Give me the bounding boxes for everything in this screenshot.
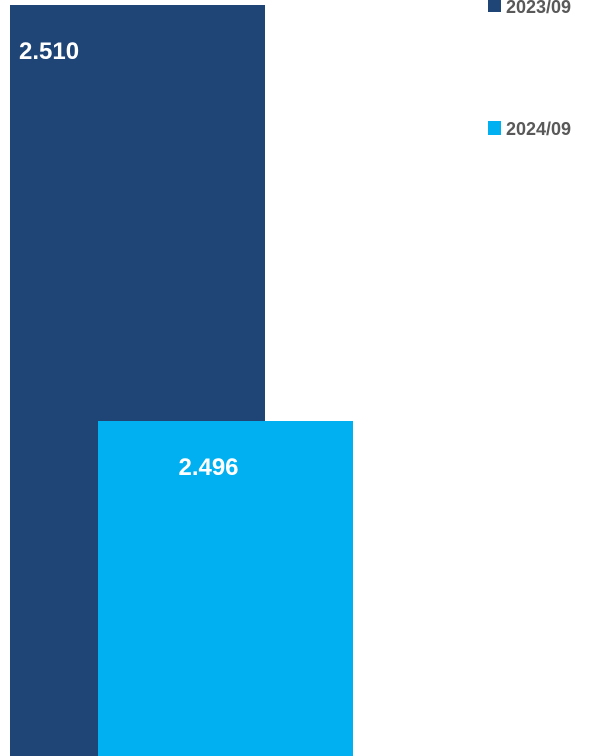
bar-2024-09 — [98, 421, 353, 756]
data-label-2024-09: 2.496 — [178, 454, 238, 481]
legend-label-2023-09: 2023/09 — [506, 0, 571, 17]
legend-swatch-2024-09 — [488, 121, 501, 135]
legend-label-2024-09: 2024/09 — [506, 119, 571, 139]
data-label-2023-09: 2.510 — [19, 38, 79, 65]
legend: 2023/09 2024/09 — [488, 0, 571, 139]
legend-swatch-2023-09 — [488, 0, 501, 12]
